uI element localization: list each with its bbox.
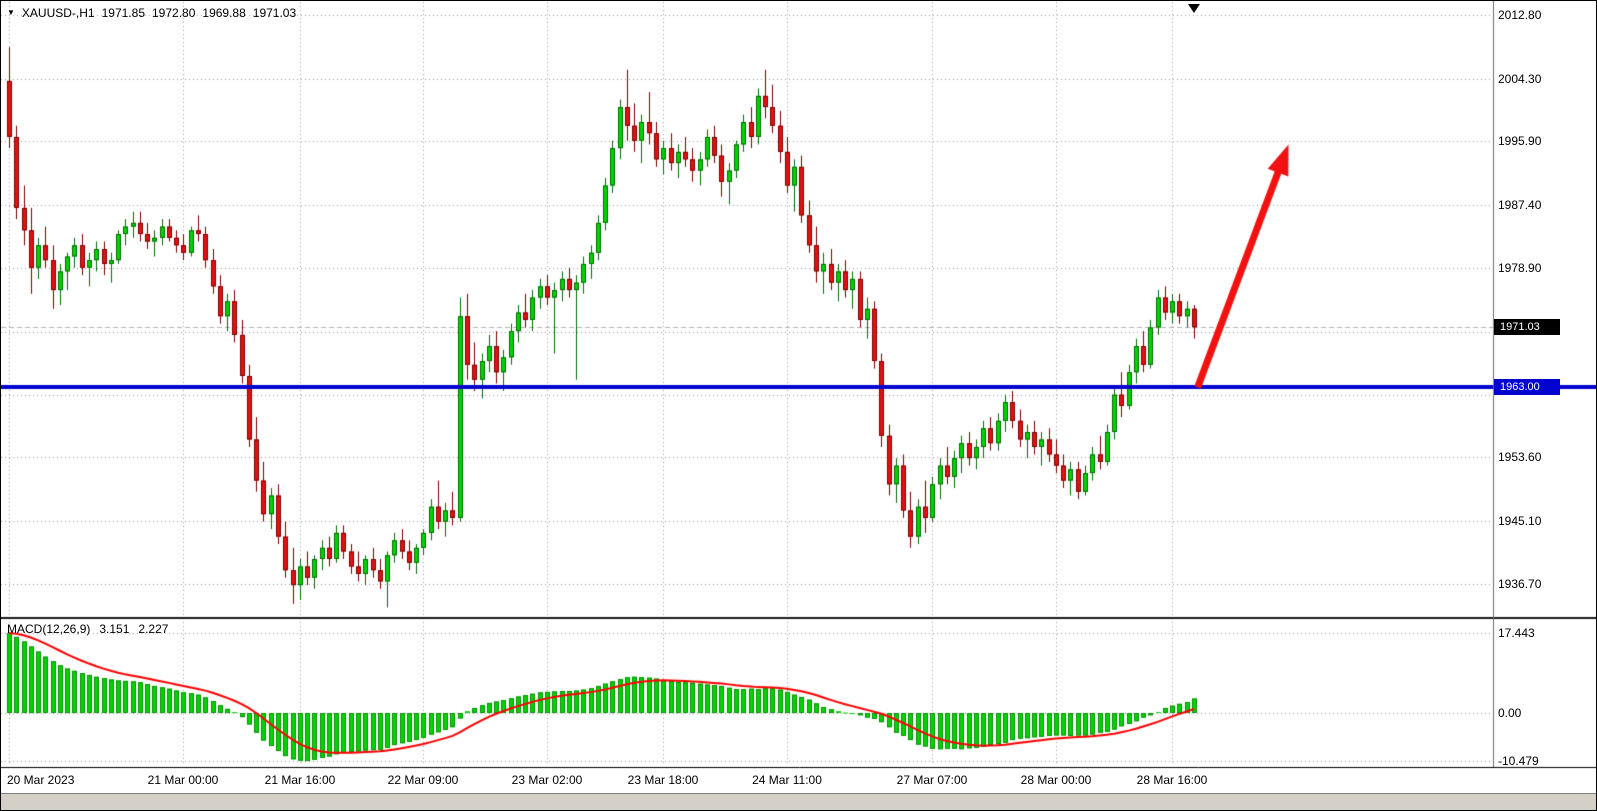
price-scale-label: 1978.90 bbox=[1498, 261, 1542, 275]
macd-legend: MACD(12,26,9) 3.151 2.227 bbox=[7, 622, 168, 636]
price-scale-label: 2012.80 bbox=[1498, 8, 1542, 22]
time-scale-label: 23 Mar 18:00 bbox=[627, 773, 699, 787]
legend-symbol-period: XAUUSD-,H1 bbox=[21, 6, 95, 20]
current-price-tag: 1971.03 bbox=[1494, 319, 1560, 335]
autoscroll-marker-icon bbox=[1188, 4, 1200, 13]
price-scale-label: 1987.40 bbox=[1498, 198, 1542, 212]
time-scale-label: 21 Mar 16:00 bbox=[264, 773, 336, 787]
time-scale-label: 21 Mar 00:00 bbox=[147, 773, 219, 787]
price-scale-label: 1936.70 bbox=[1498, 577, 1542, 591]
time-scale-label: 27 Mar 07:00 bbox=[896, 773, 968, 787]
symbol-marker-icon: ▼ bbox=[7, 8, 15, 17]
legend-open: 1971.85 bbox=[101, 6, 145, 20]
price-scale-label: 1953.60 bbox=[1498, 450, 1542, 464]
macd-scale-label: -10.479 bbox=[1498, 754, 1539, 768]
macd-scale-label: 17.443 bbox=[1498, 626, 1535, 640]
hline-price-tag-text: 1963.00 bbox=[1500, 381, 1540, 393]
macd-signal-value: 2.227 bbox=[138, 622, 169, 636]
legend-low: 1969.88 bbox=[202, 6, 246, 20]
legend-high: 1972.80 bbox=[152, 6, 196, 20]
macd-title: MACD(12,26,9) bbox=[7, 622, 91, 636]
time-scale-label: 28 Mar 00:00 bbox=[1020, 773, 1092, 787]
price-scale-label: 1995.90 bbox=[1498, 134, 1542, 148]
price-scale-label: 1945.10 bbox=[1498, 514, 1542, 528]
price-scale-label: 2004.30 bbox=[1498, 72, 1542, 86]
macd-scale-label: 0.00 bbox=[1498, 706, 1522, 720]
legend-close: 1971.03 bbox=[252, 6, 297, 20]
symbol-legend: ▼ XAUUSD-,H1 1971.85 1972.80 1969.88 197… bbox=[7, 6, 296, 20]
current-price-tag-text: 1971.03 bbox=[1500, 321, 1540, 333]
time-scale-label: 24 Mar 11:00 bbox=[752, 773, 822, 787]
bottom-scroll-area[interactable] bbox=[1, 793, 1596, 810]
time-scale-label: 22 Mar 09:00 bbox=[387, 773, 459, 787]
hline-price-tag: 1963.00 bbox=[1494, 379, 1560, 395]
time-scale-label: 20 Mar 2023 bbox=[7, 773, 75, 787]
time-scale-label: 28 Mar 16:00 bbox=[1136, 773, 1208, 787]
time-scale-label: 23 Mar 02:00 bbox=[511, 773, 583, 787]
macd-main-value: 3.151 bbox=[99, 622, 130, 636]
